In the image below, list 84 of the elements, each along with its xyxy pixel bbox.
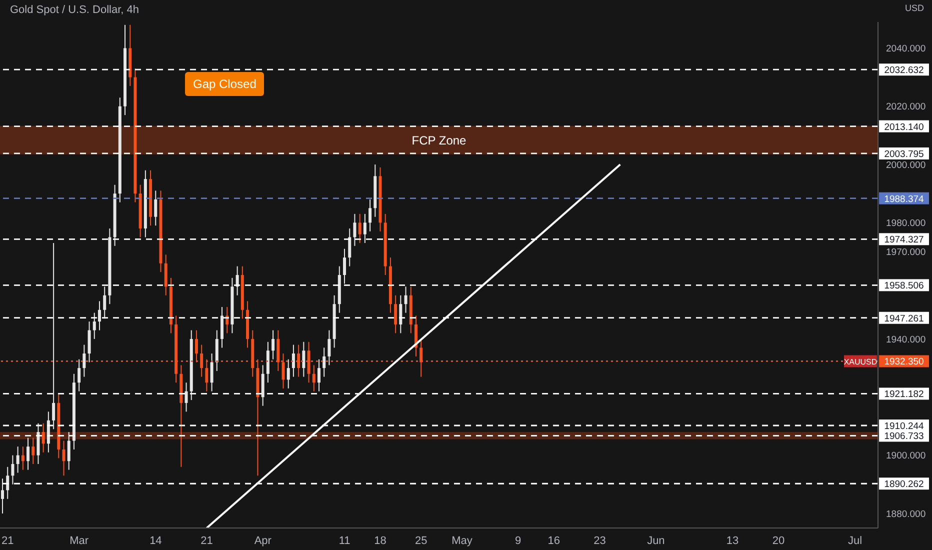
x-tick-label: 9 — [515, 534, 522, 547]
ref-line-label: 1910.244 — [884, 421, 924, 432]
x-tick-label: Jun — [647, 534, 665, 547]
x-tick-label: Jul — [848, 534, 862, 547]
candlestick — [26, 437, 30, 470]
chart-title: Gold Spot / U.S. Dollar, 4h — [6, 3, 144, 17]
y-tick-label: 1980.000 — [886, 218, 926, 230]
candlestick — [292, 344, 295, 378]
candlestick — [358, 213, 362, 244]
ref-line-label: 1958.506 — [884, 280, 924, 292]
ref-line-label: 2003.795 — [884, 148, 924, 160]
candlestick — [312, 364, 316, 392]
x-tick-label: Mar — [70, 534, 89, 547]
ref-line-label: 1932.350 — [884, 356, 924, 368]
x-tick-label: 21 — [2, 534, 14, 547]
candlestick — [404, 286, 408, 314]
candlestick — [272, 330, 275, 360]
candlestick — [353, 213, 356, 246]
ref-line-label: 1890.262 — [884, 479, 924, 490]
candlestick — [78, 358, 81, 392]
candlestick — [317, 358, 320, 392]
band-label: FCP Zone — [412, 133, 467, 148]
candlestick — [286, 358, 290, 389]
candlestick — [52, 242, 56, 430]
x-tick-label: 14 — [150, 534, 162, 547]
x-tick-label: 20 — [772, 534, 785, 547]
y-tick-label: 1900.000 — [886, 450, 926, 462]
x-tick-label: 18 — [374, 534, 386, 547]
candlestick — [394, 294, 398, 334]
annotation: Gap Closed — [185, 72, 264, 96]
candlestick — [21, 446, 24, 470]
candlestick — [88, 321, 91, 363]
y-tick-label: 2000.000 — [886, 160, 926, 171]
y-tick-label: 2040.000 — [886, 44, 926, 55]
candlestick — [67, 432, 70, 470]
y-axis-title: USD — [904, 3, 924, 13]
candlestick — [328, 330, 331, 366]
candlestick — [36, 422, 40, 465]
candlestick — [210, 353, 214, 392]
candlestick — [302, 341, 306, 378]
candlestick — [16, 446, 20, 474]
x-tick-label: 13 — [726, 534, 739, 547]
x-tick-label: 11 — [338, 534, 350, 547]
candlestick — [6, 466, 10, 500]
x-tick-label: 16 — [548, 534, 560, 547]
x-tick-label: May — [452, 534, 473, 547]
candlestick — [11, 454, 14, 485]
candlestick — [98, 300, 101, 331]
candlestick — [1, 478, 4, 514]
candlestick — [32, 437, 35, 465]
candlestick — [363, 213, 366, 244]
y-tick-label: 1970.000 — [886, 247, 926, 258]
x-tick-label: Apr — [254, 534, 272, 547]
candlestick — [62, 440, 66, 476]
candlestick — [399, 294, 402, 334]
y-tick-label: 1940.000 — [886, 334, 926, 346]
annotation: XAUUSD — [844, 358, 878, 367]
x-tick-label: 23 — [594, 534, 606, 547]
candlestick — [82, 344, 86, 378]
candlestick — [103, 286, 106, 320]
ref-line-label: 1974.327 — [884, 234, 924, 246]
candlestick — [92, 312, 96, 340]
ref-line-label: 1947.261 — [884, 313, 924, 324]
candlestick — [215, 330, 218, 372]
candlestick — [343, 248, 346, 284]
candlestick — [348, 228, 352, 267]
candlestick — [261, 364, 264, 406]
candlestick — [164, 254, 168, 296]
y-tick-label: 1880.000 — [886, 508, 926, 520]
candlestick — [220, 306, 224, 348]
x-tick-label: 21 — [200, 534, 213, 547]
candlestick — [322, 347, 326, 378]
y-tick-label: 2020.000 — [886, 102, 926, 113]
ref-line-label: 1988.374 — [884, 194, 924, 205]
candlestick — [42, 422, 45, 453]
candlestick — [154, 190, 158, 226]
ref-line-label: 2032.632 — [884, 65, 924, 76]
candlestick — [368, 198, 372, 232]
candlestick — [266, 341, 270, 384]
ref-line-label: 2013.140 — [884, 122, 924, 133]
candlestick — [184, 382, 188, 412]
ref-line-label: 1906.733 — [884, 431, 924, 442]
ref-line-label: 1921.182 — [884, 389, 924, 400]
x-tick-label: 25 — [415, 534, 428, 547]
